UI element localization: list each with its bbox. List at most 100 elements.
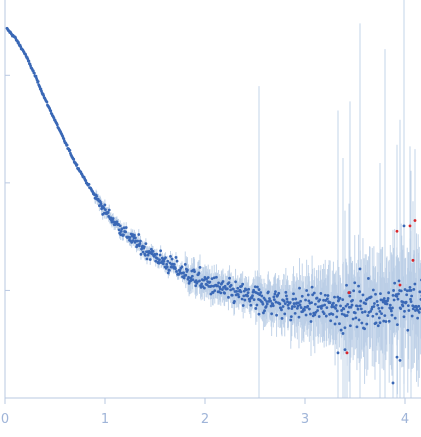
highlighted-point	[398, 283, 402, 287]
data-point	[315, 296, 319, 300]
data-point	[383, 299, 387, 303]
data-point	[391, 381, 395, 385]
data-point	[87, 183, 91, 186]
data-point	[353, 281, 357, 285]
data-point	[307, 299, 311, 303]
data-point	[291, 305, 294, 308]
data-point	[283, 312, 287, 316]
data-point	[291, 297, 295, 301]
data-point	[392, 298, 396, 302]
data-point	[293, 311, 297, 315]
data-point	[377, 307, 381, 310]
data-point	[345, 283, 348, 287]
data-point	[360, 321, 364, 325]
data-point	[390, 313, 394, 317]
data-point	[353, 311, 357, 315]
x-tick-label: 4	[401, 412, 409, 427]
data-point	[213, 289, 217, 293]
highlighted-point	[395, 229, 399, 233]
data-point	[328, 301, 332, 304]
data-point	[406, 304, 410, 307]
data-point	[286, 303, 290, 307]
data-point	[374, 321, 378, 325]
data-point	[262, 311, 265, 315]
data-point	[380, 306, 384, 310]
x-tick-label: 2	[201, 412, 209, 427]
data-point	[384, 320, 388, 323]
data-point	[307, 307, 311, 311]
data-point	[165, 262, 169, 266]
data-point	[221, 288, 224, 292]
data-point	[365, 297, 369, 301]
axes	[4, 0, 421, 399]
data-point	[310, 285, 314, 289]
data-point	[338, 322, 341, 326]
data-point	[134, 236, 137, 240]
data-point	[272, 298, 276, 302]
data-point	[336, 351, 340, 355]
data-point	[151, 250, 155, 253]
data-point	[405, 293, 409, 297]
data-point	[283, 302, 287, 306]
data-point	[198, 279, 201, 283]
data-point	[299, 299, 303, 303]
data-point	[340, 309, 344, 312]
data-point	[306, 304, 310, 308]
data-point	[298, 303, 302, 307]
data-point	[280, 308, 283, 312]
data-point	[411, 307, 415, 311]
data-point	[167, 268, 171, 272]
data-point	[237, 295, 241, 299]
data-point	[258, 293, 262, 297]
data-point	[241, 304, 245, 307]
data-point	[182, 271, 186, 275]
data-point	[374, 292, 377, 296]
data-point	[249, 303, 253, 307]
data-point	[345, 314, 349, 317]
data-point	[148, 258, 152, 261]
data-point	[42, 94, 46, 97]
data-point	[359, 299, 363, 303]
data-point	[349, 305, 353, 309]
data-point	[211, 291, 215, 294]
data-point	[159, 249, 163, 253]
data-point	[358, 267, 362, 271]
data-point	[273, 292, 277, 296]
data-point	[409, 300, 413, 303]
data-point	[165, 265, 169, 269]
data-point	[32, 71, 36, 75]
data-point	[229, 288, 233, 292]
data-point	[206, 276, 210, 279]
data-point	[169, 254, 172, 258]
data-point	[333, 322, 337, 326]
data-point	[251, 294, 254, 298]
data-point	[333, 295, 336, 299]
x-tick-label: 3	[301, 412, 309, 427]
data-point	[187, 281, 191, 285]
data-point	[303, 305, 307, 309]
data-point	[312, 291, 316, 295]
data-point	[210, 284, 213, 288]
data-point	[161, 262, 165, 266]
data-point	[103, 203, 107, 207]
data-point	[369, 295, 373, 299]
data-point	[218, 287, 222, 291]
data-point	[379, 292, 382, 295]
data-point	[418, 290, 421, 294]
data-point	[396, 297, 400, 301]
data-point	[227, 295, 230, 299]
data-point	[212, 276, 216, 280]
data-point	[334, 303, 338, 307]
data-point	[395, 294, 399, 298]
data-point	[98, 204, 101, 208]
data-point	[298, 286, 301, 290]
data-point	[281, 305, 285, 308]
data-point	[373, 302, 376, 305]
data-point	[195, 280, 199, 284]
data-point	[309, 320, 313, 323]
data-point	[132, 233, 136, 237]
data-point	[234, 280, 237, 284]
data-point	[363, 310, 367, 314]
data-point	[417, 304, 421, 308]
data-point	[182, 276, 186, 280]
